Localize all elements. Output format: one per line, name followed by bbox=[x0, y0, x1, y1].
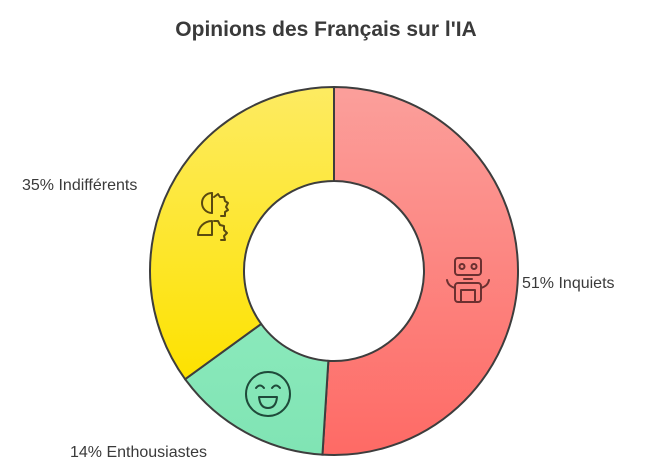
slice-label: 14% Enthousiastes bbox=[70, 444, 207, 461]
robot-icon bbox=[446, 257, 490, 303]
slice-1 bbox=[321, 85, 519, 456]
chart-title: Opinions des Français sur l'IA bbox=[175, 18, 477, 41]
slice-label: 51% Inquiets bbox=[522, 275, 615, 292]
smiling-face-icon bbox=[245, 371, 291, 417]
human-gear-icon bbox=[197, 192, 229, 241]
slice-3 bbox=[149, 85, 335, 381]
slice-label: 35% Indifférents bbox=[22, 177, 137, 194]
